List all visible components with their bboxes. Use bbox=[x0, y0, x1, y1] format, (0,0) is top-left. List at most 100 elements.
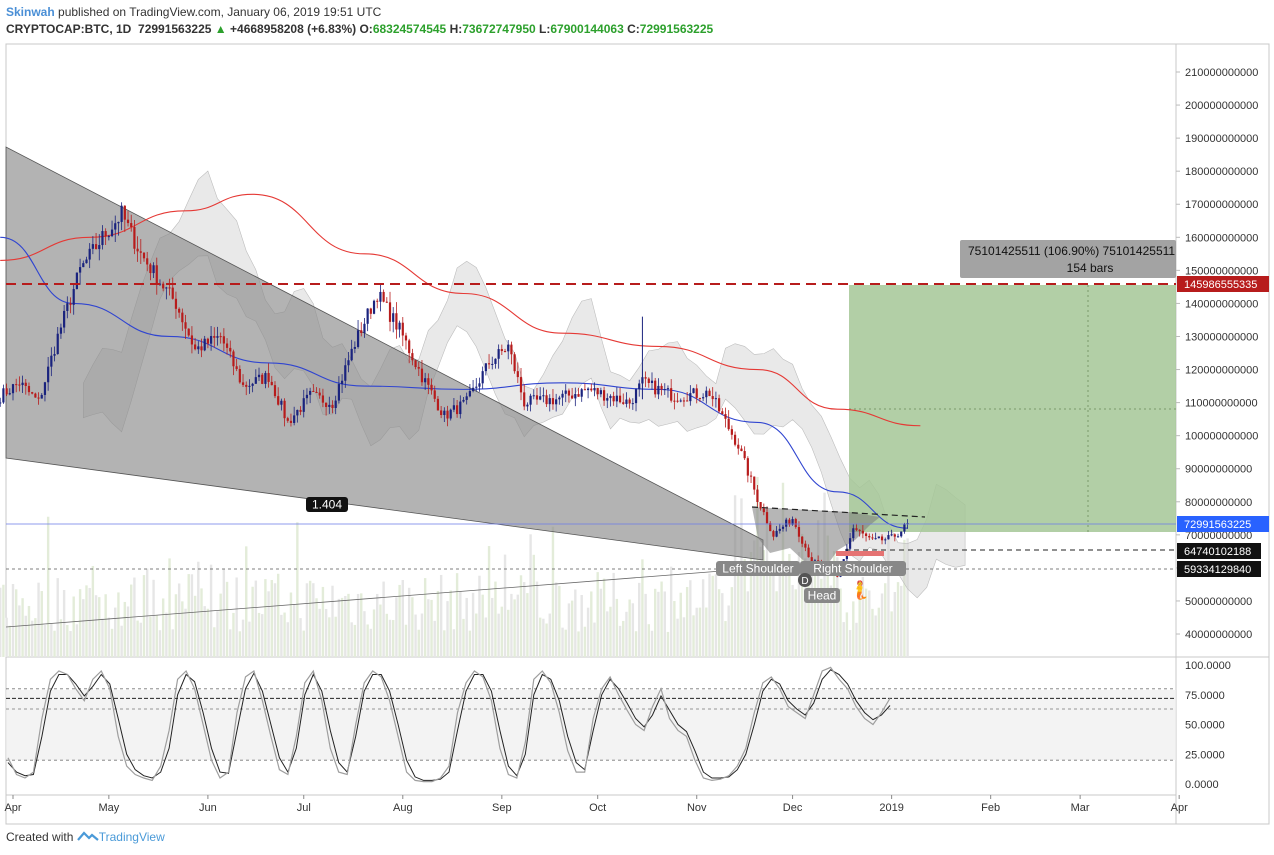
candle-body bbox=[56, 333, 59, 355]
time-axis-label: Apr bbox=[4, 802, 21, 814]
candle-body bbox=[564, 390, 567, 394]
left-shoulder-label[interactable]: Left Shoulder bbox=[716, 561, 800, 576]
candle-body bbox=[794, 519, 797, 528]
candle-body bbox=[190, 335, 194, 345]
candle-body bbox=[353, 346, 356, 349]
candle-body bbox=[126, 219, 130, 224]
candle-body bbox=[325, 402, 328, 407]
candle-body bbox=[682, 400, 686, 402]
volume-bar bbox=[743, 558, 746, 657]
volume-bar bbox=[30, 620, 34, 657]
candle-body bbox=[328, 404, 331, 407]
right-shoulder-label[interactable]: Right Shoulder bbox=[800, 561, 906, 576]
volume-bar bbox=[599, 588, 603, 657]
volume-bar bbox=[660, 581, 663, 657]
volume-bar bbox=[839, 588, 842, 657]
volume-bar bbox=[791, 584, 794, 657]
volume-bar bbox=[181, 601, 184, 657]
candle-body bbox=[286, 418, 289, 421]
volume-bar bbox=[737, 574, 740, 657]
candle-body bbox=[858, 529, 861, 531]
candle-body bbox=[861, 530, 864, 534]
volume-bar bbox=[161, 598, 165, 657]
d-marker-circle bbox=[798, 573, 812, 587]
candle-body bbox=[702, 397, 705, 399]
candle-body bbox=[59, 327, 63, 334]
volume-bar bbox=[27, 605, 31, 657]
candle-body bbox=[264, 373, 267, 384]
level1-tag-bg bbox=[1177, 543, 1261, 559]
volume-bar bbox=[235, 577, 238, 657]
volume-bar bbox=[794, 589, 797, 657]
candle-body bbox=[587, 388, 590, 391]
open-value: 68324574545 bbox=[372, 22, 447, 36]
candle-body bbox=[321, 395, 325, 403]
volume-bar bbox=[312, 583, 315, 657]
volume-bar bbox=[532, 554, 535, 657]
volume-bar bbox=[446, 601, 449, 657]
head-label[interactable]: Head bbox=[804, 588, 840, 603]
volume-bar bbox=[225, 581, 229, 657]
author-name[interactable]: Skinwah bbox=[6, 5, 55, 19]
volume-bar bbox=[75, 624, 79, 657]
neckline[interactable] bbox=[751, 506, 926, 518]
candle-body bbox=[142, 252, 146, 259]
volume-bar bbox=[638, 582, 641, 657]
d-marker[interactable]: D bbox=[798, 573, 812, 587]
candle-body bbox=[78, 267, 82, 273]
volume-bar bbox=[554, 582, 558, 657]
volume-bar bbox=[439, 574, 443, 657]
volume-bar bbox=[487, 546, 491, 657]
volume-bar bbox=[855, 622, 858, 657]
candle-body bbox=[417, 367, 420, 369]
candle-body bbox=[267, 373, 270, 382]
volume-bar bbox=[14, 589, 18, 657]
volume-bar bbox=[689, 580, 692, 657]
current-price-tag: 72991563225 bbox=[1177, 516, 1269, 532]
volume-bar bbox=[158, 630, 162, 657]
candle-body bbox=[72, 289, 75, 305]
publish-line: Skinwah published on TradingView.com, Ja… bbox=[6, 5, 381, 19]
candle-body bbox=[85, 259, 88, 264]
candle-body bbox=[347, 360, 350, 366]
candle-body bbox=[114, 223, 117, 230]
volume-bar bbox=[136, 620, 139, 657]
volume-bar bbox=[5, 617, 8, 657]
target-projection-box[interactable] bbox=[849, 285, 1176, 532]
measure-tooltip[interactable]: 75101425511 (106.90%) 75101425511 154 ba… bbox=[960, 240, 1176, 278]
candle-body bbox=[711, 396, 714, 400]
tradingview-brand[interactable]: TradingView bbox=[98, 830, 165, 844]
volume-bar bbox=[184, 608, 187, 657]
volume-bar bbox=[88, 587, 91, 657]
volume-bar bbox=[276, 573, 280, 657]
volume-bar bbox=[535, 581, 539, 657]
ratio-label[interactable]: 1.404 bbox=[306, 497, 348, 512]
falling-wedge[interactable] bbox=[5, 146, 764, 561]
price-axis-label: 100000000000 bbox=[1185, 431, 1258, 443]
volume-bar bbox=[165, 612, 168, 657]
candle-body bbox=[500, 349, 503, 352]
candle-body bbox=[37, 397, 40, 399]
support-trendline[interactable] bbox=[5, 567, 761, 628]
volume-bar bbox=[213, 627, 216, 657]
candle-body bbox=[427, 378, 430, 385]
candle-body bbox=[708, 390, 711, 397]
candle-body bbox=[890, 534, 893, 536]
stoch-axis-label: 100.0000 bbox=[1185, 660, 1231, 672]
candle-body bbox=[523, 392, 526, 407]
volume-bar bbox=[232, 612, 235, 657]
candle-body bbox=[251, 383, 254, 386]
volume-bar bbox=[18, 605, 21, 657]
candle-body bbox=[165, 287, 168, 289]
volume-bar bbox=[200, 588, 203, 657]
candle-body bbox=[270, 381, 273, 386]
candle-body bbox=[804, 543, 807, 548]
volume-bar bbox=[222, 568, 226, 657]
volume-bar bbox=[545, 623, 548, 657]
volume-bar bbox=[558, 585, 561, 657]
volume-bar bbox=[296, 522, 299, 657]
candle-body bbox=[580, 389, 583, 397]
price-axis-label: 130000000000 bbox=[1185, 331, 1258, 343]
candle-body bbox=[385, 301, 388, 303]
